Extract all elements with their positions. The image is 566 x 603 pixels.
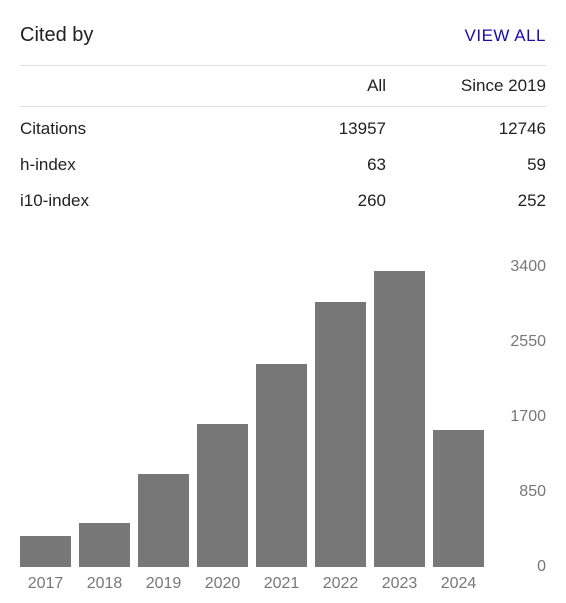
chart-bar[interactable] (256, 364, 307, 567)
x-axis-label: 2022 (315, 575, 366, 593)
y-axis-label: 1700 (492, 408, 546, 426)
chart-y-axis: 0850170025503400 (492, 267, 546, 567)
table-header-all: All (266, 66, 386, 107)
y-axis-label: 2550 (492, 333, 546, 351)
metrics-table: All Since 2019 Citations 13957 12746 h-i… (20, 66, 546, 219)
chart-bar[interactable] (138, 474, 189, 567)
chart-bar[interactable] (433, 430, 484, 567)
metric-label: Citations (20, 107, 266, 148)
chart-x-axis: 2017 2018 2019 2020 2021 2022 2023 2024 (20, 575, 546, 593)
x-axis-label: 2023 (374, 575, 425, 593)
view-all-link[interactable]: VIEW ALL (465, 26, 546, 46)
metric-since[interactable]: 59 (386, 147, 546, 183)
x-axis-label: 2018 (79, 575, 130, 593)
metric-label: h-index (20, 147, 266, 183)
metric-since[interactable]: 252 (386, 183, 546, 219)
header: Cited by VIEW ALL (20, 24, 546, 47)
chart-bars-area (20, 267, 492, 567)
chart-bar[interactable] (20, 536, 71, 567)
metric-label: i10-index (20, 183, 266, 219)
table-row: Citations 13957 12746 (20, 107, 546, 148)
chart-bar[interactable] (374, 271, 425, 567)
y-axis-label: 850 (492, 483, 546, 501)
x-axis-label: 2019 (138, 575, 189, 593)
cited-by-title: Cited by (20, 24, 93, 47)
table-header-row: All Since 2019 (20, 66, 546, 107)
metric-all[interactable]: 13957 (266, 107, 386, 148)
metric-all[interactable]: 260 (266, 183, 386, 219)
x-axis-label: 2024 (433, 575, 484, 593)
y-axis-label: 3400 (492, 258, 546, 276)
chart-bar[interactable] (79, 523, 130, 567)
y-axis-label: 0 (492, 558, 546, 576)
x-axis-label: 2020 (197, 575, 248, 593)
table-row: i10-index 260 252 (20, 183, 546, 219)
metric-all[interactable]: 63 (266, 147, 386, 183)
table-header-since: Since 2019 (386, 66, 546, 107)
x-axis-label: 2017 (20, 575, 71, 593)
chart-bar[interactable] (315, 302, 366, 567)
chart-bar[interactable] (197, 424, 248, 567)
citations-chart: 0850170025503400 (20, 267, 546, 567)
x-axis-label: 2021 (256, 575, 307, 593)
table-row: h-index 63 59 (20, 147, 546, 183)
table-header-blank (20, 66, 266, 107)
metric-since[interactable]: 12746 (386, 107, 546, 148)
